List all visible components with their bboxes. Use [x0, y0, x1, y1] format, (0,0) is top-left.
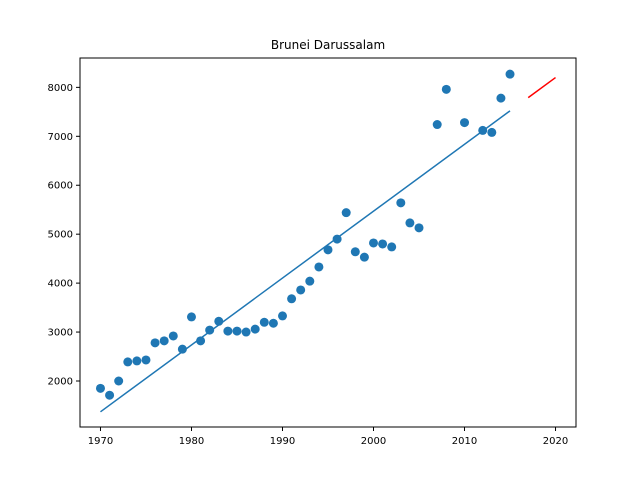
plot-frame: [79, 57, 577, 428]
y-tick-label: 7000: [48, 132, 73, 143]
x-tick-label: 2020: [543, 436, 568, 447]
data-point: [350, 247, 360, 257]
y-tick-label: 5000: [48, 230, 73, 241]
forecast-line: [527, 76, 556, 99]
x-tick-label: 2000: [361, 436, 386, 447]
data-point: [432, 120, 442, 130]
data-point: [287, 294, 297, 304]
plot-content: [95, 69, 556, 413]
data-point: [332, 234, 342, 244]
data-point: [268, 318, 278, 328]
data-point: [114, 376, 124, 386]
data-point: [296, 285, 306, 295]
y-tick-label: 2000: [48, 376, 73, 387]
x-tick-label: 1980: [179, 436, 204, 447]
data-point: [150, 338, 160, 348]
x-axis: 1970 1980 1990 2000 2010 2020: [88, 427, 568, 447]
data-point: [414, 223, 424, 233]
x-tick-label: 1990: [270, 436, 295, 447]
data-point: [305, 276, 315, 286]
data-point: [259, 317, 269, 327]
data-point: [205, 325, 215, 335]
data-point: [105, 390, 115, 400]
data-point: [132, 356, 142, 366]
y-tick-label: 6000: [48, 181, 73, 192]
data-point: [314, 262, 324, 272]
data-point: [141, 355, 151, 365]
data-point: [95, 383, 105, 393]
data-point: [387, 242, 397, 252]
data-point: [396, 198, 406, 208]
data-point: [277, 311, 287, 321]
data-point: [250, 324, 260, 334]
data-point: [196, 336, 206, 346]
data-point: [405, 218, 415, 228]
data-point: [505, 69, 515, 79]
data-point: [177, 344, 187, 354]
y-axis: 2000 3000 4000 5000 6000 7000 8000: [48, 83, 80, 387]
regression-line: [100, 110, 511, 413]
data-point: [159, 336, 169, 346]
data-point: [241, 327, 251, 337]
chart-title: Brunei Darussalam: [271, 38, 385, 52]
data-point: [369, 238, 379, 248]
data-point: [232, 326, 242, 336]
data-point: [378, 239, 388, 249]
data-point: [123, 357, 133, 367]
data-point: [460, 118, 470, 128]
data-point: [341, 208, 351, 218]
data-point: [441, 84, 451, 94]
x-tick-label: 1970: [88, 436, 113, 447]
data-point: [487, 127, 497, 137]
y-tick-label: 8000: [48, 83, 73, 94]
data-point: [359, 252, 369, 262]
data-point: [214, 316, 224, 326]
data-point: [323, 245, 333, 255]
data-point: [478, 125, 488, 135]
y-tick-label: 3000: [48, 328, 73, 339]
data-point: [186, 312, 196, 322]
data-point: [223, 326, 233, 336]
data-point: [496, 93, 506, 103]
x-tick-label: 2010: [452, 436, 477, 447]
data-point: [168, 331, 178, 341]
y-tick-label: 4000: [48, 279, 73, 290]
